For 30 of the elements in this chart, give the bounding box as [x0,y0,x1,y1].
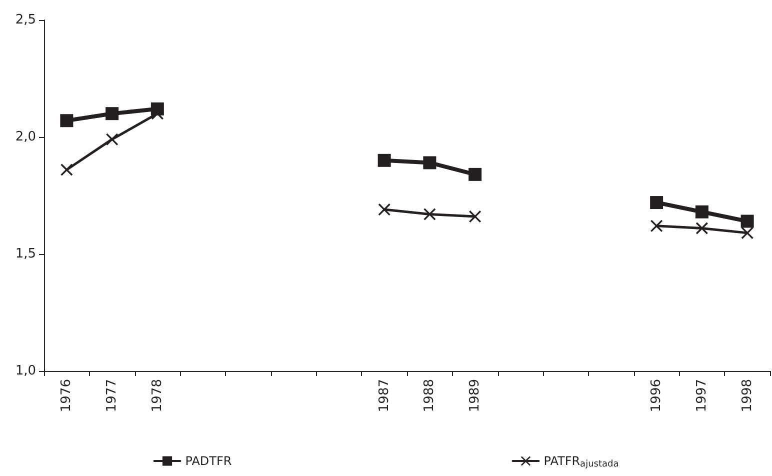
point [650,196,664,210]
point [106,133,118,146]
point [378,154,391,167]
point [469,210,482,223]
point [695,205,708,218]
x-tick-label: 1976 [59,379,74,412]
y-tick-label: 2,5 [15,12,36,28]
x-tick-label: 1988 [422,379,438,412]
point [741,226,754,239]
point [423,156,436,170]
y-tick-label: 1,0 [15,364,36,378]
point [378,204,390,216]
y-tick-label: 2,0 [15,130,36,144]
x-tick-label: 1989 [468,379,483,412]
y-tick-label: 1,5 [15,246,36,262]
point [106,107,119,120]
x-tick-label: 1977 [104,379,120,412]
point [650,220,663,232]
point [424,208,436,220]
point [60,164,73,176]
point [696,222,708,234]
x-tick-label: 1996 [649,379,664,412]
point [468,168,482,181]
x-tick-label: 1978 [150,379,165,412]
point [60,114,74,128]
legend-label: PADTFR [185,454,232,468]
x-tick-label: 1997 [694,379,710,412]
point [740,214,754,228]
x-tick-label: 1987 [376,379,392,412]
x-tick-label: 1998 [740,379,755,412]
